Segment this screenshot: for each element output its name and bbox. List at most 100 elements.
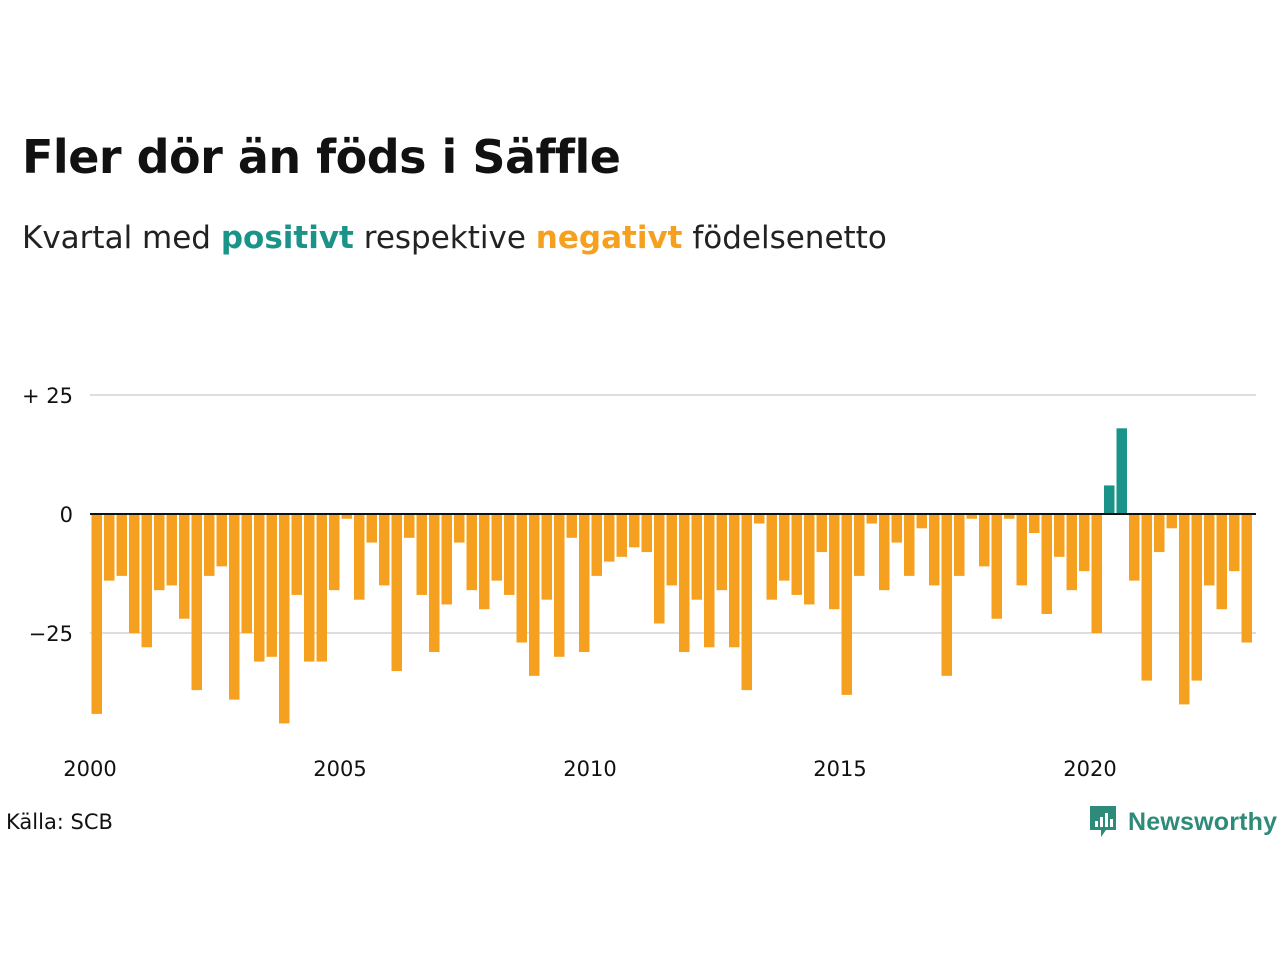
bar — [366, 514, 377, 543]
bar — [779, 514, 790, 581]
bar — [1104, 485, 1115, 514]
bar — [679, 514, 690, 653]
bar — [266, 514, 277, 657]
bar — [791, 514, 802, 595]
bar — [291, 514, 302, 595]
bar — [516, 514, 527, 643]
source-note: Källa: SCB — [6, 810, 113, 834]
bar — [754, 514, 765, 524]
bar — [1016, 514, 1027, 586]
bar — [191, 514, 202, 691]
y-tick-label: + 25 — [22, 384, 73, 408]
x-tick-label: 2000 — [63, 757, 116, 781]
bar — [91, 514, 102, 714]
bar — [541, 514, 552, 600]
bar — [479, 514, 490, 610]
bar — [716, 514, 727, 591]
bar — [1191, 514, 1202, 681]
bar — [654, 514, 665, 624]
bar — [454, 514, 465, 543]
bar — [241, 514, 252, 633]
bar — [529, 514, 540, 676]
bar — [766, 514, 777, 600]
subtitle-middle: respektive — [363, 220, 526, 256]
bar — [1091, 514, 1102, 633]
bar — [729, 514, 740, 648]
y-tick-label: −25 — [29, 622, 73, 646]
newsworthy-chart-icon — [1090, 806, 1116, 837]
bar — [829, 514, 840, 610]
bar — [254, 514, 265, 662]
bar — [304, 514, 315, 662]
chart-subtitle: Kvartal med positivt respektive negativt… — [22, 220, 887, 256]
bar — [916, 514, 927, 529]
bar — [279, 514, 290, 724]
bar — [1029, 514, 1040, 534]
bar — [229, 514, 240, 700]
bar — [991, 514, 1002, 619]
bar — [1041, 514, 1052, 614]
bar — [141, 514, 152, 648]
logo-text: Newsworthy — [1128, 807, 1278, 836]
bar — [1216, 514, 1227, 610]
bar — [666, 514, 677, 586]
bar — [629, 514, 640, 548]
bar — [866, 514, 877, 524]
bar — [216, 514, 227, 567]
x-tick-label: 2015 — [813, 757, 866, 781]
bar — [904, 514, 915, 576]
bar — [566, 514, 577, 538]
bar — [429, 514, 440, 653]
bar — [1116, 428, 1127, 514]
bar — [1179, 514, 1190, 705]
subtitle-negative-word: negativt — [535, 220, 683, 256]
bar — [804, 514, 815, 605]
bar — [579, 514, 590, 653]
bar — [616, 514, 627, 557]
bar — [691, 514, 702, 600]
bar — [929, 514, 940, 586]
bar — [554, 514, 565, 657]
bar — [104, 514, 115, 581]
subtitle-positive-word: positivt — [220, 220, 354, 256]
bar — [329, 514, 340, 591]
x-tick-label: 2005 — [313, 757, 366, 781]
bar — [816, 514, 827, 553]
bar — [204, 514, 215, 576]
bar — [504, 514, 515, 595]
subtitle-prefix: Kvartal med — [22, 220, 211, 256]
bar — [1066, 514, 1077, 591]
bar — [391, 514, 402, 672]
bar — [316, 514, 327, 662]
bar — [604, 514, 615, 562]
bar — [1054, 514, 1065, 557]
bar — [1204, 514, 1215, 586]
bar — [1141, 514, 1152, 681]
bar — [741, 514, 752, 691]
bar — [466, 514, 477, 591]
x-tick-label: 2020 — [1063, 757, 1116, 781]
bar — [341, 514, 352, 519]
bar — [591, 514, 602, 576]
bar — [354, 514, 365, 600]
bar — [116, 514, 127, 576]
bar — [154, 514, 165, 591]
bar — [441, 514, 452, 605]
chart-title: Fler dör än föds i Säffle — [22, 130, 621, 184]
subtitle-suffix: födelsenetto — [692, 220, 887, 256]
bar — [379, 514, 390, 586]
bar — [854, 514, 865, 576]
bar — [641, 514, 652, 553]
bar — [1241, 514, 1252, 643]
bar — [491, 514, 502, 581]
bar — [954, 514, 965, 576]
bar — [129, 514, 140, 633]
bar — [941, 514, 952, 676]
bar — [841, 514, 852, 695]
bar — [179, 514, 190, 619]
bar — [1229, 514, 1240, 572]
bar — [1129, 514, 1140, 581]
newsworthy-logo: Newsworthy — [1088, 804, 1277, 840]
bar — [1154, 514, 1165, 553]
